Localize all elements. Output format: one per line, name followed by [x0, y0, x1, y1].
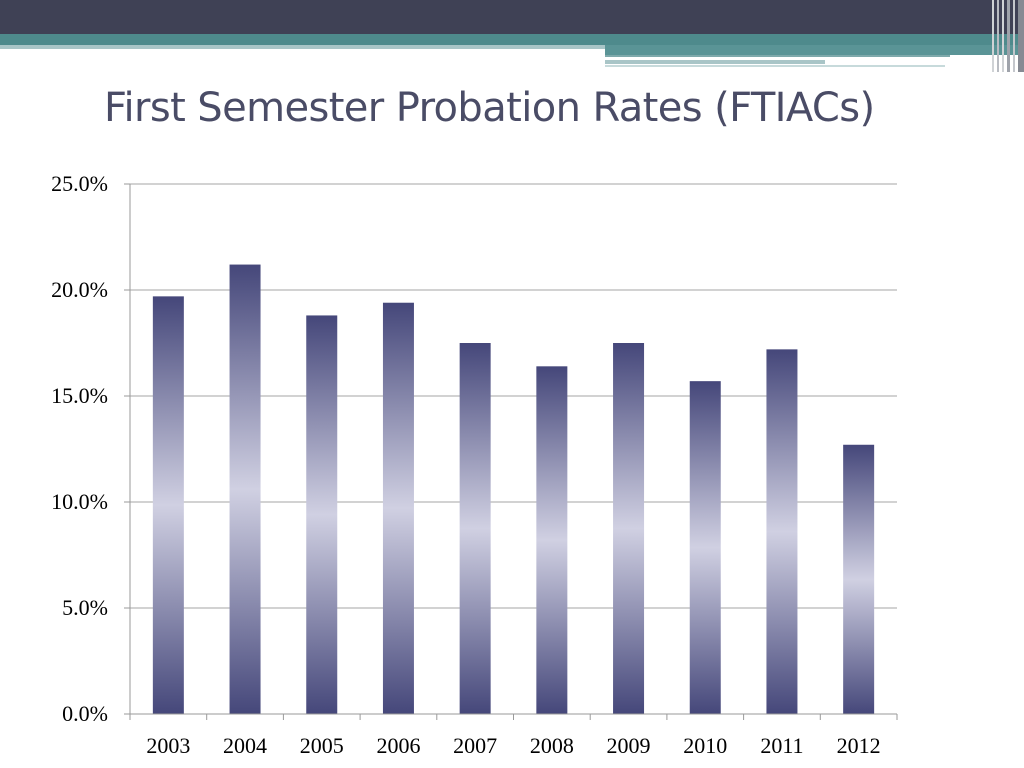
header-accent-line-2 — [605, 60, 825, 64]
y-tick-label: 10.0% — [51, 489, 108, 514]
bar-2003 — [152, 296, 184, 714]
bar-2005 — [306, 315, 338, 714]
y-tick-label: 25.0% — [51, 171, 108, 196]
header-accent-line-3 — [605, 65, 945, 67]
slide-title: First Semester Probation Rates (FTIACs) — [104, 85, 875, 131]
bar-2011 — [766, 349, 798, 714]
x-tick-label: 2007 — [453, 733, 497, 758]
header-stripes — [992, 0, 1024, 72]
x-tick-label: 2004 — [223, 733, 267, 758]
x-tick-label: 2012 — [837, 733, 881, 758]
header-band — [0, 0, 1024, 72]
x-tick-label: 2010 — [683, 733, 727, 758]
y-tick-label: 0.0% — [62, 701, 108, 726]
bar-2012 — [843, 444, 875, 714]
x-tick-label: 2008 — [530, 733, 574, 758]
y-tick-label: 20.0% — [51, 277, 108, 302]
y-tick-label: 15.0% — [51, 383, 108, 408]
header-teal-bar — [0, 34, 1024, 45]
x-tick-label: 2011 — [760, 733, 803, 758]
bars — [152, 264, 875, 714]
bar-2004 — [229, 264, 261, 714]
bar-2010 — [689, 381, 721, 714]
bar-2007 — [459, 343, 491, 714]
y-axis-tick-labels: 0.0% 5.0% 10.0% 15.0% 20.0% 25.0% — [51, 171, 108, 726]
x-tick-label: 2009 — [607, 733, 651, 758]
header-dark-bar — [0, 0, 1024, 34]
x-tick-label: 2006 — [376, 733, 420, 758]
header-light-bar — [0, 45, 605, 49]
header-teal-lower-bar — [605, 45, 1024, 55]
bar-2008 — [536, 366, 568, 714]
bar-2006 — [382, 302, 414, 714]
y-tick-label: 5.0% — [62, 595, 108, 620]
bar-chart: 0.0%5.0%10.0%15.0%20.0%25.0% 2003 2004 200… — [51, 171, 898, 758]
header-accent-line-1 — [605, 55, 950, 57]
x-tick-label: 2005 — [300, 733, 344, 758]
bar-2009 — [613, 343, 645, 714]
x-tick-label: 2003 — [146, 733, 190, 758]
axes — [129, 184, 898, 720]
x-axis-category-labels: 2003 2004 2005 2006 2007 2008 2009 2010 2011 2012 — [146, 733, 880, 758]
